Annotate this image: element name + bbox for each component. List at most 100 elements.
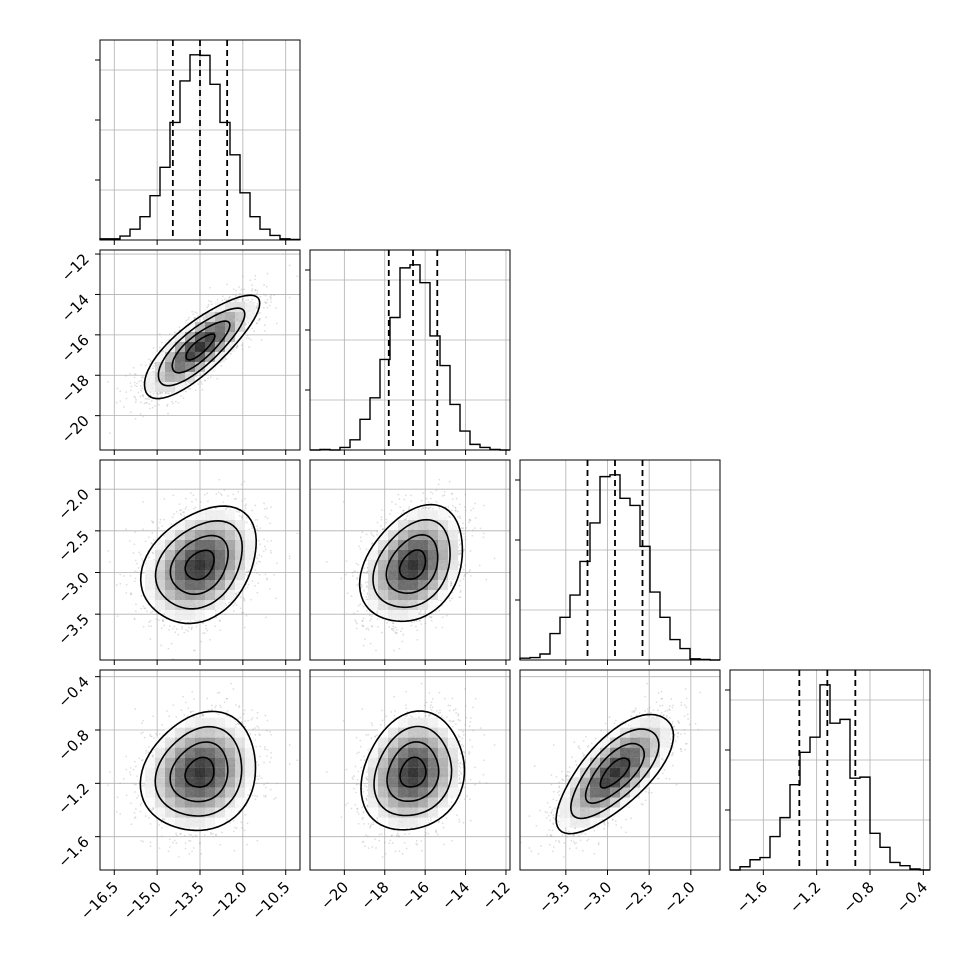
- density-cell: [215, 540, 225, 550]
- density-cell: [225, 530, 235, 540]
- scatter-point: [182, 397, 185, 400]
- scatter-point: [140, 376, 143, 379]
- contour-level-4: [139, 505, 258, 625]
- density-cell: [235, 540, 245, 550]
- scatter-point: [209, 286, 211, 289]
- scatter-point: [450, 509, 453, 512]
- density-cell: [235, 580, 245, 590]
- density-cell: [175, 361, 185, 372]
- scatter-point: [116, 387, 119, 390]
- density-cell: [195, 560, 205, 570]
- scatter-point: [234, 299, 237, 302]
- scatter-point: [149, 407, 151, 410]
- scatter-point: [236, 345, 239, 348]
- scatter-point: [296, 532, 299, 535]
- scatter-point: [185, 629, 188, 631]
- scatter-point: [163, 534, 166, 537]
- scatter-point: [159, 518, 162, 521]
- scatter-point: [160, 627, 163, 630]
- scatter-point: [125, 592, 128, 594]
- scatter-point: [235, 510, 238, 513]
- scatter-point: [180, 509, 183, 512]
- density-cell: [205, 560, 215, 570]
- scatter-point: [187, 318, 189, 321]
- density-cell: [215, 590, 225, 600]
- panel-content: [100, 460, 300, 660]
- scatter-point: [207, 303, 210, 306]
- scatter-point: [148, 398, 150, 401]
- scatter-point: [394, 631, 397, 634]
- scatter-point: [202, 316, 205, 319]
- scatter-point: [250, 338, 252, 341]
- scatter-point: [129, 574, 132, 577]
- scatter-point: [188, 626, 190, 629]
- scatter-point: [157, 393, 160, 396]
- scatter-point: [143, 402, 146, 405]
- scatter-point: [161, 525, 164, 527]
- scatter-point: [244, 497, 246, 500]
- scatter-point: [247, 299, 250, 301]
- contour-level-1: [184, 549, 215, 581]
- scatter-point: [262, 550, 265, 553]
- density-cell: [185, 600, 195, 610]
- density-panel-3-1: [99, 459, 301, 661]
- scatter-point: [159, 392, 162, 395]
- scatter-point: [157, 527, 160, 529]
- density-cell: [205, 590, 215, 600]
- density-panel-3-2: [309, 459, 511, 661]
- scatter-point: [125, 397, 128, 400]
- density-cell: [235, 550, 245, 560]
- density-cell: [215, 550, 225, 560]
- scatter-point: [245, 299, 248, 302]
- scatter-point: [177, 633, 180, 636]
- scatter-point: [247, 321, 250, 324]
- scatter-point: [263, 284, 265, 286]
- scatter-point: [246, 334, 249, 337]
- scatter-point: [116, 615, 119, 618]
- scatter-point: [274, 597, 277, 600]
- density-cell: [185, 570, 195, 580]
- scatter-point: [125, 528, 128, 531]
- scatter-point: [265, 302, 268, 304]
- scatter-point: [168, 392, 171, 395]
- scatter-point: [133, 395, 136, 398]
- scatter-point: [241, 611, 243, 614]
- scatter-point: [134, 610, 137, 613]
- scatter-point: [234, 294, 237, 297]
- density-cell: [165, 600, 175, 610]
- scatter-point: [142, 395, 145, 398]
- scatter-point: [257, 312, 260, 315]
- scatter-point: [178, 503, 181, 506]
- density-cell: [195, 570, 205, 580]
- scatter-point: [274, 306, 277, 309]
- density-cell: [195, 600, 205, 610]
- scatter-point: [264, 324, 266, 327]
- scatter-point: [420, 623, 423, 625]
- scatter-point: [233, 602, 236, 604]
- scatter-point: [269, 298, 272, 301]
- scatter-point: [355, 627, 358, 630]
- scatter-point: [201, 388, 204, 391]
- scatter-point: [221, 295, 224, 298]
- scatter-point: [140, 607, 143, 610]
- density-cell: [235, 311, 245, 322]
- scatter-point: [249, 279, 252, 282]
- scatter-point: [152, 539, 155, 541]
- density-cell: [195, 590, 205, 600]
- density-cell: [205, 540, 215, 550]
- scatter-point: [134, 384, 136, 387]
- density-cell: [235, 520, 245, 530]
- scatter-point: [163, 624, 166, 627]
- scatter-point: [239, 607, 242, 610]
- scatter-point: [139, 553, 142, 556]
- scatter-point: [134, 401, 137, 404]
- scatter-point: [245, 503, 248, 506]
- scatter-point: [469, 569, 471, 571]
- scatter-point: [241, 348, 244, 351]
- density-cell: [205, 550, 215, 560]
- scatter-point: [288, 557, 291, 560]
- scatter-point: [167, 647, 170, 650]
- scatter-point: [273, 294, 275, 297]
- scatter-point: [134, 577, 137, 580]
- scatter-point: [134, 396, 137, 399]
